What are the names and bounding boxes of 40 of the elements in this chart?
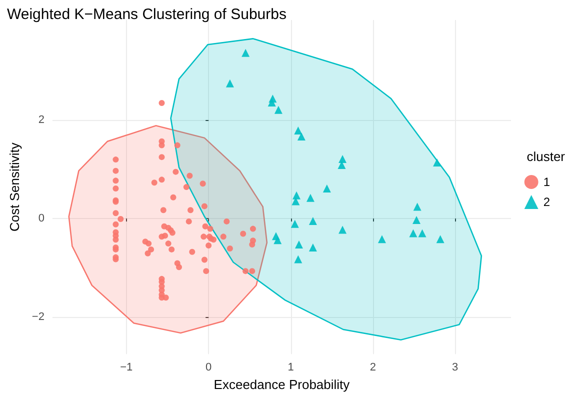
point <box>436 235 444 244</box>
point <box>418 229 426 238</box>
point <box>274 236 282 244</box>
x-tick-label: 0 <box>206 362 212 374</box>
point <box>292 197 300 206</box>
x-tick-label: −1 <box>120 362 133 374</box>
point <box>338 226 347 234</box>
y-axis-title: Cost Sensitivity <box>7 142 22 232</box>
point <box>294 240 303 249</box>
legend-label: 1 <box>543 175 550 189</box>
x-tick-label: 3 <box>452 362 458 374</box>
point <box>338 155 347 164</box>
point <box>308 216 317 225</box>
y-tick-label: 0 <box>38 212 44 224</box>
x-axis-title: Exceedance Probability <box>214 377 350 392</box>
x-tick-label: 2 <box>370 362 376 374</box>
point <box>413 202 422 211</box>
point <box>433 158 442 166</box>
point <box>268 98 276 107</box>
point <box>409 229 418 238</box>
legend-title: cluster <box>526 149 566 164</box>
point <box>338 160 346 169</box>
legend-label: 2 <box>543 195 550 209</box>
chart-title: Weighted K−Means Clustering of Suburbs <box>7 6 286 23</box>
point <box>292 191 301 200</box>
point <box>226 79 234 88</box>
point <box>378 235 386 244</box>
point <box>308 243 317 252</box>
y-tick-label: 2 <box>38 114 44 126</box>
point <box>294 255 302 264</box>
point <box>294 126 302 135</box>
point <box>322 184 331 193</box>
point <box>242 48 250 57</box>
point <box>412 216 420 224</box>
point <box>306 194 314 202</box>
x-tick-label: 1 <box>288 362 294 374</box>
point <box>274 106 282 114</box>
y-tick-label: −2 <box>32 310 44 323</box>
point <box>297 132 306 140</box>
point <box>290 220 299 228</box>
